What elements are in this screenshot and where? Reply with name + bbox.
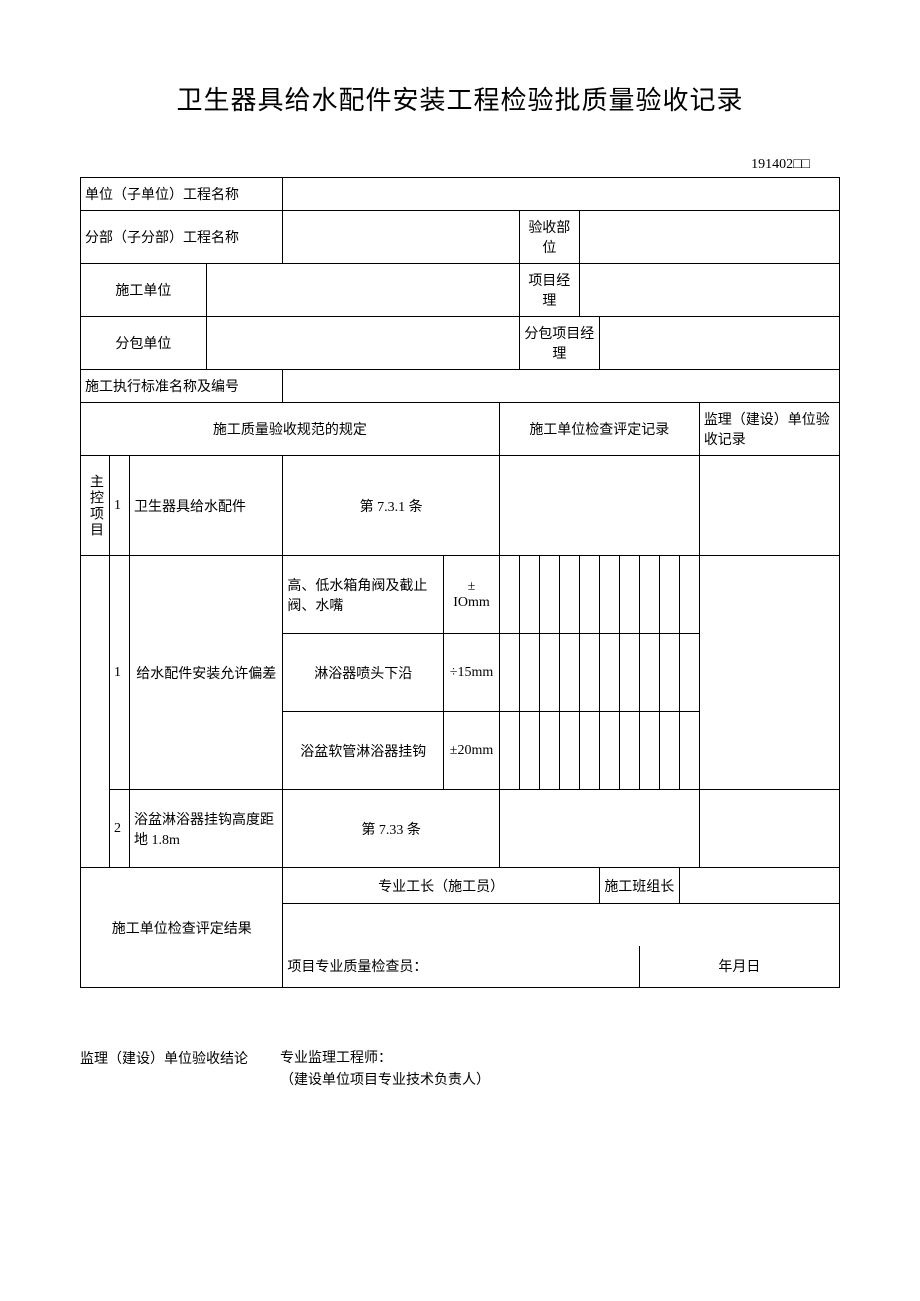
construct-unit-label: 施工单位 — [81, 264, 207, 317]
project-manager-label: 项目经理 — [519, 264, 579, 317]
general-row2-name: 浴盆淋浴器挂钩高度距地 1.8m — [130, 790, 283, 868]
sub2-name: 淋浴器喷头下沿 — [283, 634, 444, 712]
main-item-no: 1 — [110, 456, 130, 556]
check-cell — [639, 634, 659, 712]
check-cell — [499, 634, 519, 712]
project-manager-value — [579, 264, 839, 317]
accept-part-label: 验收部位 — [519, 211, 579, 264]
check-cell — [499, 556, 519, 634]
sub1-name: 高、低水箱角阀及截止阀、水嘴 — [283, 556, 444, 634]
check-cell — [579, 634, 599, 712]
check-cell — [599, 634, 619, 712]
sub1-val: ± IOmm — [444, 556, 500, 634]
table-row: 1 给水配件安装允许偏差 高、低水箱角阀及截止阀、水嘴 ± IOmm — [81, 556, 840, 634]
table-row: 2 浴盆淋浴器挂钩高度距地 1.8m 第 7.33 条 — [81, 790, 840, 868]
check-cell — [579, 712, 599, 790]
check-cell — [679, 556, 699, 634]
general-row1-accept — [699, 556, 839, 790]
table-row: 施工执行标准名称及编号 — [81, 370, 840, 403]
foreman-label: 专业工长（施工员） — [283, 868, 599, 904]
check-cell — [539, 556, 559, 634]
check-cell — [499, 712, 519, 790]
main-item-accept — [699, 456, 839, 556]
document-code: 191402□□ — [80, 157, 840, 173]
table-row: 施工质量验收规范的规定 施工单位检查评定记录 监理（建设）单位验收记录 — [81, 403, 840, 456]
main-item-check — [499, 456, 699, 556]
team-leader-value — [679, 868, 839, 904]
tech-leader-label: （建设单位项目专业技术负责人） — [280, 1070, 840, 1092]
supervisor-column-label: 监理（建设）单位验收记录 — [699, 403, 839, 456]
sub-project-label: 分部（子分部）工程名称 — [81, 211, 283, 264]
check-cell — [519, 634, 539, 712]
table-row: 分包单位 分包项目经理 — [81, 317, 840, 370]
main-table: 单位（子单位）工程名称 分部（子分部）工程名称 验收部位 施工单位 项目经理 分… — [80, 177, 840, 988]
check-cell — [639, 712, 659, 790]
check-cell — [559, 634, 579, 712]
construct-unit-value — [206, 264, 519, 317]
check-cell — [659, 556, 679, 634]
check-cell — [619, 556, 639, 634]
engineer-label: 专业监理工程师： — [280, 1048, 840, 1070]
check-cell — [559, 556, 579, 634]
general-row1-no: 1 — [110, 556, 130, 790]
conclusion-label: 监理（建设）单位验收结论 — [80, 1048, 280, 1093]
general-row2-no: 2 — [110, 790, 130, 868]
exec-standard-label: 施工执行标准名称及编号 — [81, 370, 283, 403]
general-row2-check — [499, 790, 699, 868]
result-label: 施工单位检查评定结果 — [81, 868, 283, 988]
spec-column-label: 施工质量验收规范的规定 — [81, 403, 500, 456]
table-row: 施工单位 项目经理 — [81, 264, 840, 317]
subcontractor-value — [206, 317, 519, 370]
main-item-ref: 第 7.3.1 条 — [283, 456, 499, 556]
sub-project-value — [283, 211, 519, 264]
check-cell — [539, 712, 559, 790]
check-cell — [559, 712, 579, 790]
subcontractor-label: 分包单位 — [81, 317, 207, 370]
document-title: 卫生器具给水配件安装工程检验批质量验收记录 — [80, 80, 840, 117]
accept-part-value — [579, 211, 839, 264]
unit-project-label: 单位（子单位）工程名称 — [81, 178, 283, 211]
check-cell — [519, 712, 539, 790]
check-cell — [619, 634, 639, 712]
exec-standard-value — [283, 370, 840, 403]
main-item-name: 卫生器具给水配件 — [130, 456, 283, 556]
sub-pm-value — [599, 317, 839, 370]
general-row2-ref: 第 7.33 条 — [283, 790, 499, 868]
date-label: 年月日 — [639, 946, 839, 988]
result-blank — [283, 904, 840, 946]
check-cell — [599, 556, 619, 634]
check-cell — [679, 634, 699, 712]
sub3-name: 浴盆软管淋浴器挂钩 — [283, 712, 444, 790]
sub-pm-label: 分包项目经理 — [519, 317, 599, 370]
main-item-group-label: 主控项目 — [81, 456, 110, 556]
check-cell — [659, 712, 679, 790]
unit-check-column-label: 施工单位检查评定记录 — [499, 403, 699, 456]
check-cell — [579, 556, 599, 634]
table-row: 施工单位检查评定结果 专业工长（施工员） 施工班组长 — [81, 868, 840, 904]
table-row: 分部（子分部）工程名称 验收部位 — [81, 211, 840, 264]
footer-section: 监理（建设）单位验收结论 专业监理工程师： （建设单位项目专业技术负责人） — [80, 1048, 840, 1093]
team-leader-label: 施工班组长 — [599, 868, 679, 904]
sub3-val: ±20mm — [444, 712, 500, 790]
check-cell — [539, 634, 559, 712]
general-row2-accept — [699, 790, 839, 868]
table-row: 单位（子单位）工程名称 — [81, 178, 840, 211]
check-cell — [619, 712, 639, 790]
check-cell — [519, 556, 539, 634]
check-cell — [679, 712, 699, 790]
general-group-cell — [81, 556, 110, 868]
check-cell — [639, 556, 659, 634]
unit-project-value — [283, 178, 840, 211]
sub2-val: ÷15mm — [444, 634, 500, 712]
table-row: 主控项目 1 卫生器具给水配件 第 7.3.1 条 — [81, 456, 840, 556]
check-cell — [599, 712, 619, 790]
deviation-label: 给水配件安装允许偏差 — [130, 556, 283, 790]
check-cell — [659, 634, 679, 712]
inspector-label: 项目专业质量检查员： — [283, 946, 639, 988]
